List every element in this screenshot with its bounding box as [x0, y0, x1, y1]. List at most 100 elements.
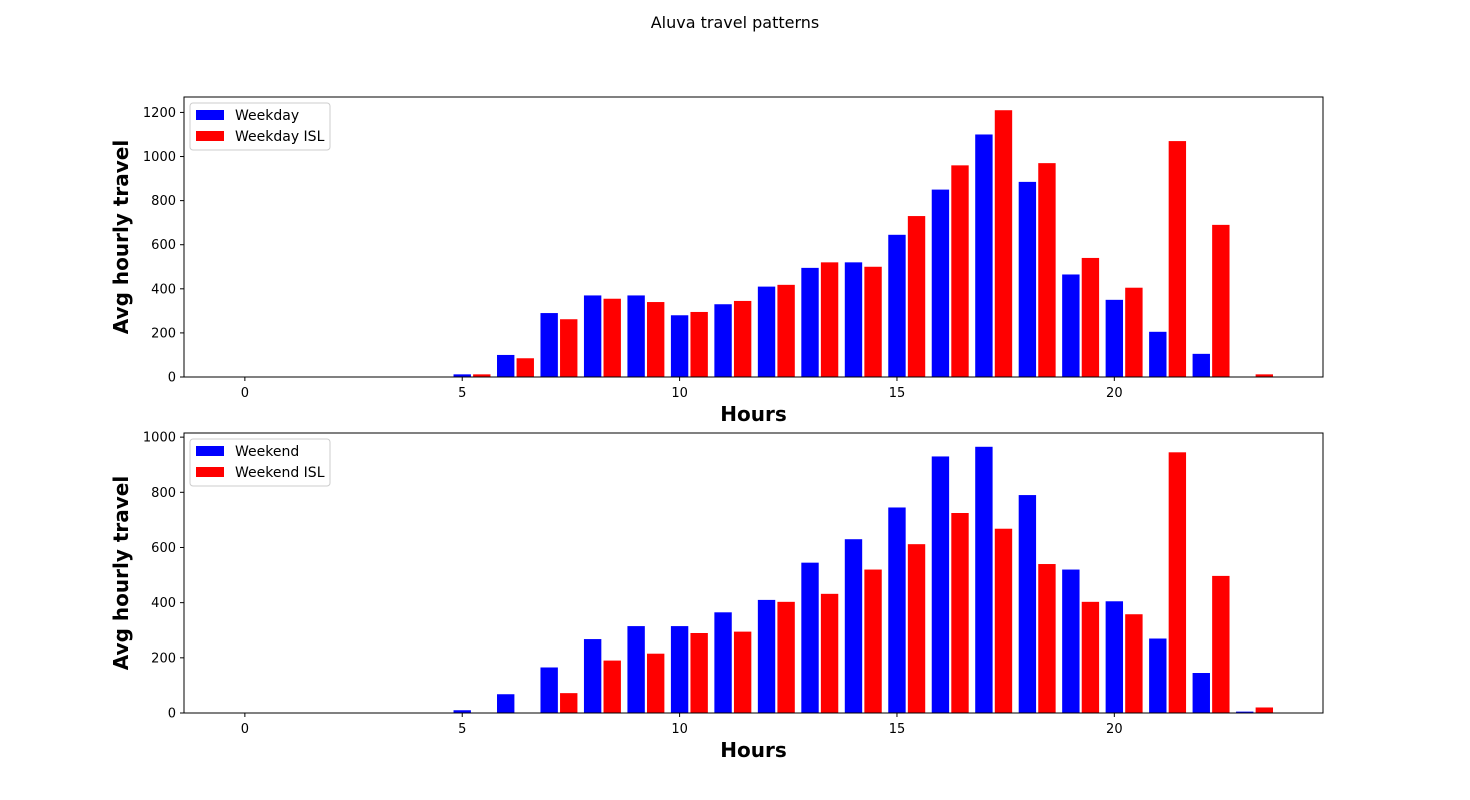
bar — [603, 298, 621, 377]
x-tick-label: 5 — [458, 722, 466, 737]
legend-swatch — [196, 110, 224, 120]
bar — [801, 267, 819, 377]
x-tick-label: 0 — [241, 722, 249, 737]
y-axis-label: Avg hourly travel — [109, 476, 133, 670]
bar — [1168, 141, 1187, 377]
y-tick-label: 400 — [151, 596, 176, 611]
bar — [757, 599, 776, 713]
bar — [844, 539, 863, 713]
bar — [1149, 638, 1167, 713]
bar — [975, 134, 993, 377]
bar — [497, 694, 515, 713]
bar — [646, 302, 665, 377]
bar — [1125, 287, 1143, 377]
legend-box — [189, 102, 331, 151]
bar — [951, 165, 969, 377]
bar — [627, 295, 645, 377]
legend-label: Weekend ISL — [235, 465, 325, 481]
bar — [1018, 495, 1037, 713]
series-weekday-isl — [473, 110, 1274, 377]
bar — [516, 358, 534, 377]
series-weekend — [453, 446, 1254, 713]
bar — [757, 286, 776, 377]
y-tick-label: 800 — [151, 194, 176, 209]
bar — [1192, 673, 1210, 713]
legend-box — [189, 438, 331, 487]
legend-label: Weekend — [235, 444, 299, 460]
bar — [733, 300, 752, 377]
y-tick-label: 1000 — [143, 431, 176, 446]
y-tick-label: 400 — [151, 282, 176, 297]
y-tick-label: 1200 — [143, 106, 176, 121]
y-tick-label: 0 — [168, 707, 176, 722]
bar — [864, 266, 882, 377]
bar — [820, 262, 839, 377]
y-tick-label: 200 — [151, 326, 176, 341]
bar — [1062, 274, 1080, 377]
legend: Weekend Weekend ISL — [189, 438, 331, 487]
bar — [931, 189, 950, 377]
bar — [777, 284, 795, 377]
bar — [560, 693, 578, 713]
bar — [473, 374, 491, 377]
bar — [690, 633, 708, 713]
bar — [1212, 575, 1230, 713]
bar — [907, 216, 926, 377]
bar — [1105, 601, 1124, 713]
bar — [1236, 711, 1254, 713]
legend-swatch — [196, 446, 224, 456]
bar — [1192, 353, 1210, 377]
bar — [975, 446, 993, 713]
bar — [670, 315, 689, 377]
x-tick-label: 0 — [241, 386, 249, 401]
x-tick-label: 20 — [1106, 386, 1123, 401]
y-tick-label: 600 — [151, 541, 176, 556]
x-tick-label: 10 — [671, 386, 688, 401]
bar — [540, 313, 558, 377]
bar — [801, 562, 819, 713]
y-tick-label: 0 — [168, 371, 176, 386]
figure-title: Aluva travel patterns — [650, 13, 820, 32]
bar — [453, 710, 471, 713]
bar — [540, 667, 558, 713]
legend-label: Weekday ISL — [235, 129, 325, 145]
bar — [603, 660, 621, 713]
bar — [1149, 331, 1167, 377]
bar — [1081, 601, 1100, 713]
series-weekday — [453, 134, 1210, 377]
bar — [1062, 569, 1080, 713]
bar — [627, 626, 645, 713]
bar — [1212, 224, 1230, 377]
y-tick-label: 800 — [151, 486, 176, 501]
legend-swatch — [196, 131, 224, 141]
bar — [453, 374, 471, 377]
bar — [497, 354, 515, 377]
bar — [714, 304, 732, 377]
bar — [1125, 614, 1143, 713]
y-tick-label: 200 — [151, 651, 176, 666]
bar — [994, 110, 1013, 377]
bar — [1038, 564, 1056, 713]
series-weekend-isl — [560, 452, 1274, 713]
bar — [714, 612, 732, 713]
bar — [951, 513, 969, 713]
legend-label: Weekday — [235, 108, 299, 124]
bar — [560, 319, 578, 377]
x-tick-label: 15 — [889, 722, 906, 737]
bar — [844, 262, 863, 377]
x-tick-label: 10 — [671, 722, 688, 737]
bar — [583, 639, 602, 713]
bar — [777, 601, 795, 713]
bar — [820, 593, 839, 713]
x-axis-label: Hours — [720, 738, 786, 762]
bar — [888, 507, 906, 713]
bar — [1081, 257, 1100, 377]
bar — [888, 234, 906, 377]
bar — [583, 295, 602, 377]
bar — [1255, 707, 1274, 713]
bar — [864, 569, 882, 713]
x-tick-label: 20 — [1106, 722, 1123, 737]
